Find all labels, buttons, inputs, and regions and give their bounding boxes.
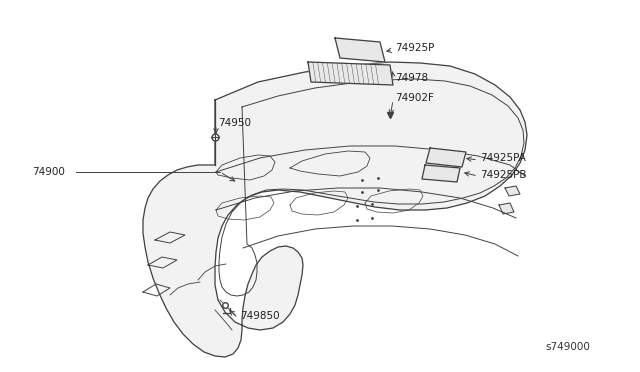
Text: s749000: s749000	[545, 342, 590, 352]
Text: 74925PB: 74925PB	[480, 170, 527, 180]
Text: 74978: 74978	[395, 73, 428, 83]
Polygon shape	[422, 165, 460, 182]
Text: 749850: 749850	[240, 311, 280, 321]
Polygon shape	[335, 38, 385, 62]
Polygon shape	[308, 62, 393, 85]
Text: 74900: 74900	[32, 167, 65, 177]
Polygon shape	[143, 62, 527, 357]
Polygon shape	[499, 203, 514, 214]
Polygon shape	[426, 148, 466, 167]
Text: 74925P: 74925P	[395, 43, 435, 53]
Polygon shape	[505, 186, 520, 196]
Text: 74925PA: 74925PA	[480, 153, 526, 163]
Text: 74902F: 74902F	[395, 93, 434, 103]
Text: 74950: 74950	[218, 118, 251, 128]
